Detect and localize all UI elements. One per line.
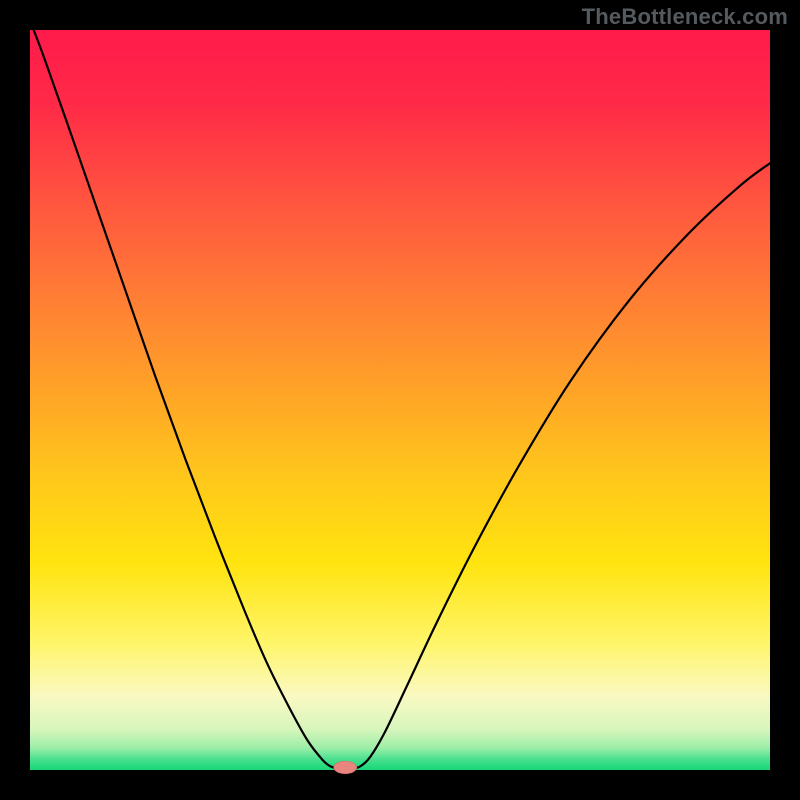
optimum-marker (334, 761, 357, 774)
bottleneck-chart (0, 0, 800, 800)
watermark-text: TheBottleneck.com (582, 4, 788, 30)
chart-frame: { "watermark": "TheBottleneck.com", "cha… (0, 0, 800, 800)
plot-background (30, 30, 770, 770)
